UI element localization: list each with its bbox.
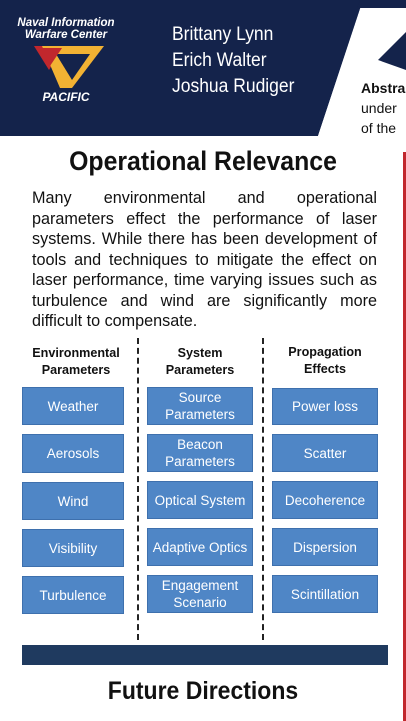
effect-box-power-loss: Power loss — [272, 388, 378, 425]
column-header-environmental: Environmental Parameters — [32, 346, 120, 377]
section-title-relevance: Operational Relevance — [69, 146, 337, 176]
parameter-box-source: Source Parameters — [147, 387, 253, 425]
parameter-box-adaptive-optics: Adaptive Optics — [147, 528, 253, 566]
column-header-system: System Parameters — [165, 346, 235, 377]
effect-box-scintillation: Scintillation — [272, 575, 378, 613]
parameter-box-wind: Wind — [22, 482, 124, 520]
header-banner — [0, 0, 406, 136]
author-name: Joshua Rudiger — [172, 76, 295, 97]
abstract-text-line: under — [361, 100, 397, 116]
parameter-box-aerosols: Aerosols — [22, 434, 124, 473]
parameter-box-beacon: Beacon Parameters — [147, 434, 253, 472]
parameter-box-weather: Weather — [22, 387, 124, 425]
column-divider — [262, 338, 264, 640]
abstract-label: Abstra — [361, 80, 406, 96]
logo-triangle-icon — [34, 46, 104, 88]
navy-logo: Naval Information Warfare Center PACIFIC — [10, 14, 130, 110]
author-name: Brittany Lynn — [172, 24, 274, 45]
logo-line-2: Warfare Center — [24, 29, 108, 41]
effect-box-scatter: Scatter — [272, 434, 378, 472]
effect-box-decoherence: Decoherence — [272, 481, 378, 519]
parameter-box-turbulence: Turbulence — [22, 576, 124, 614]
relevance-body: Many environmental and operational param… — [32, 189, 377, 330]
logo-line-1: Naval Information — [17, 17, 115, 29]
parameter-box-engagement: Engagement Scenario — [147, 575, 253, 613]
section-divider-bar — [22, 645, 388, 665]
abstract-snippet: Abstra under of the — [361, 78, 406, 138]
parameter-box-optical-system: Optical System — [147, 481, 253, 519]
section-title-future: Future Directions — [107, 677, 299, 705]
poster-header: Naval Information Warfare Center PACIFIC… — [0, 0, 406, 136]
abstract-text-line: of the — [361, 120, 397, 136]
column-divider — [137, 338, 139, 640]
parameter-box-visibility: Visibility — [22, 529, 124, 567]
author-name: Erich Walter — [172, 50, 267, 71]
author-list: Brittany Lynn Erich Walter Joshua Rudige… — [172, 22, 305, 100]
column-accent-line — [403, 152, 406, 721]
effect-box-dispersion: Dispersion — [272, 528, 378, 566]
column-header-propagation: Propagation Effects — [288, 345, 362, 376]
logo-pacific: PACIFIC — [42, 90, 90, 104]
